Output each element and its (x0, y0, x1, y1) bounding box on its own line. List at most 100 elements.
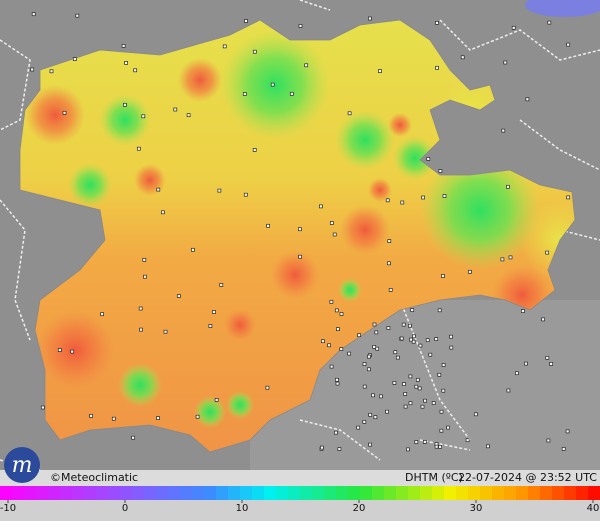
station (357, 333, 361, 338)
station (173, 107, 178, 112)
station (406, 447, 410, 452)
station (460, 55, 465, 60)
variable: DHTM (ºC) (405, 471, 463, 484)
hot-spot (35, 310, 115, 390)
station (408, 323, 412, 328)
station (252, 148, 257, 152)
station (143, 274, 147, 279)
station (266, 223, 270, 228)
hot-spot (224, 309, 256, 341)
colorbar-cell (468, 486, 481, 500)
station (371, 393, 375, 398)
station (408, 374, 413, 379)
station (411, 339, 416, 344)
station (142, 257, 147, 262)
station (368, 442, 372, 447)
colorbar-cell (384, 486, 397, 500)
colorbar-cell (576, 486, 589, 500)
region-outline (19, 19, 576, 453)
tick-label: 30 (470, 503, 483, 514)
station (214, 398, 219, 402)
station (437, 308, 442, 313)
station (549, 362, 554, 366)
station (243, 192, 248, 197)
station (468, 269, 472, 274)
station (375, 346, 380, 351)
station (393, 350, 398, 355)
colorbar-cell (516, 486, 529, 500)
legend-strip (0, 500, 600, 521)
colorbar-cell (396, 486, 409, 500)
station (465, 438, 470, 443)
station (385, 198, 390, 203)
station (441, 274, 445, 278)
colorbar-cell (48, 486, 61, 500)
station (49, 69, 54, 74)
colorbar-cell (156, 486, 169, 500)
station (401, 322, 406, 327)
cool-spot (118, 363, 162, 407)
hot-spot (134, 164, 166, 196)
station (75, 13, 80, 18)
station (362, 419, 367, 424)
station (339, 312, 344, 316)
station (111, 416, 116, 421)
station (57, 348, 62, 352)
station (347, 111, 352, 116)
colorbar-cell (528, 486, 541, 500)
colorbar-cell (336, 486, 349, 500)
station (415, 377, 420, 382)
station (373, 415, 378, 420)
station (435, 21, 439, 25)
station (547, 20, 552, 25)
station (252, 49, 257, 54)
station (418, 343, 423, 348)
station (446, 425, 450, 430)
colorbar-cell (264, 486, 277, 500)
station (566, 42, 571, 47)
station (123, 102, 127, 107)
station (421, 195, 425, 200)
station (186, 113, 191, 118)
colorbar-cell (36, 486, 49, 500)
station (327, 343, 331, 348)
colorbar-cell (564, 486, 577, 500)
station (437, 372, 442, 377)
station (335, 381, 340, 386)
station (222, 44, 227, 49)
station (545, 250, 550, 255)
station (335, 377, 339, 382)
hot-spot (368, 178, 392, 202)
station (176, 294, 181, 298)
station (298, 227, 302, 232)
station (409, 337, 413, 342)
station (298, 24, 303, 28)
station (392, 381, 397, 385)
station (399, 336, 404, 341)
station (368, 16, 372, 21)
tick-label: 40 (587, 503, 600, 514)
station (131, 435, 135, 440)
station (242, 92, 247, 96)
legend-ticks: -10 0 10 20 30 40 (0, 500, 599, 514)
station (362, 362, 367, 366)
station (506, 184, 510, 189)
station (62, 110, 67, 115)
station (356, 425, 361, 430)
footer-bar (0, 470, 600, 486)
colorbar-cell (252, 486, 265, 500)
station (124, 61, 128, 65)
cool-spot (393, 136, 437, 180)
station (501, 128, 506, 133)
station (72, 57, 77, 61)
station (386, 326, 391, 330)
cool-spot (420, 150, 540, 270)
hot-spot (388, 113, 412, 137)
station (362, 384, 367, 389)
station (388, 288, 393, 292)
station (320, 445, 324, 450)
station (332, 232, 337, 237)
station (511, 25, 516, 30)
colorbar-cell (408, 486, 421, 500)
